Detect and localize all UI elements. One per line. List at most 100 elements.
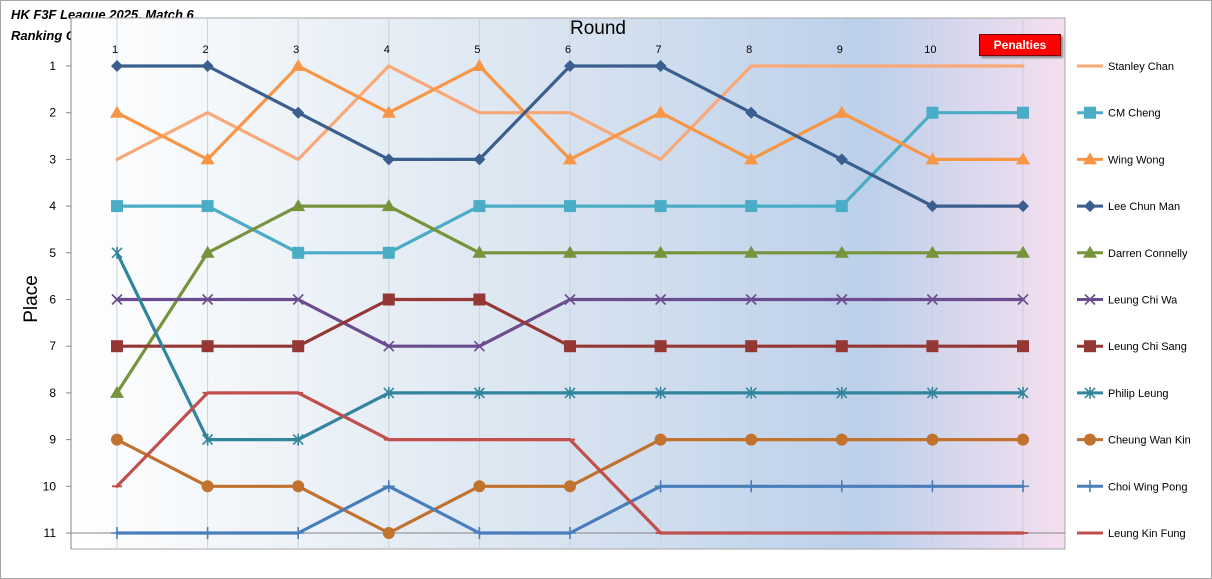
point-wing-wong	[1016, 152, 1030, 165]
point-cm-cheng	[564, 200, 576, 213]
x-tick-label: 9	[837, 44, 843, 56]
y-tick-label: 3	[49, 152, 56, 166]
point-darren-connelly	[291, 199, 306, 212]
point-darren-connelly	[925, 245, 940, 258]
point-cheung-wan-kin	[835, 433, 848, 446]
legend-marker-wing-wong	[1083, 152, 1097, 165]
point-leung-chi-wa	[745, 293, 757, 306]
point-philip-leung	[383, 386, 395, 399]
point-leung-chi-wa	[564, 293, 576, 306]
legend-marker-philip-leung	[1084, 386, 1096, 399]
point-darren-connelly	[1016, 245, 1030, 258]
point-darren-connelly	[472, 245, 487, 258]
y-tick-label: 8	[49, 386, 56, 400]
point-lee-chun-man	[1017, 200, 1029, 213]
legend-marker-leung-chi-sang	[1084, 340, 1096, 353]
point-leung-chi-wa	[655, 293, 667, 306]
penalties-button[interactable]: Penalties	[979, 34, 1061, 56]
plot-area	[70, 17, 1066, 550]
point-cm-cheng	[745, 200, 758, 213]
point-lee-chun-man	[654, 60, 667, 72]
legend-label-cm-cheng: CM Cheng	[1108, 108, 1161, 120]
point-leung-chi-sang	[1017, 340, 1029, 353]
point-wing-wong	[200, 152, 215, 165]
point-lee-chun-man	[564, 60, 576, 72]
x-axis-title: Round	[570, 18, 626, 39]
point-philip-leung	[655, 386, 667, 399]
point-lee-chun-man	[111, 60, 123, 72]
point-darren-connelly	[653, 245, 668, 258]
point-wing-wong	[653, 105, 668, 118]
point-choi-wing-pong	[835, 480, 848, 493]
point-wing-wong	[925, 152, 940, 165]
legend-label-wing-wong: Wing Wong	[1108, 154, 1165, 166]
point-philip-leung	[202, 433, 214, 446]
x-tick-label: 6	[565, 44, 571, 56]
point-philip-leung	[836, 386, 848, 399]
point-leung-chi-sang	[473, 293, 486, 306]
point-cm-cheng	[292, 246, 305, 259]
point-lee-chun-man	[926, 200, 939, 213]
point-lee-chun-man	[292, 106, 305, 119]
point-leung-chi-sang	[564, 340, 576, 353]
point-leung-chi-sang	[111, 340, 123, 353]
point-cm-cheng	[201, 200, 214, 213]
point-leung-chi-sang	[201, 340, 214, 353]
point-philip-leung	[111, 246, 123, 259]
point-lee-chun-man	[201, 60, 214, 72]
point-leung-chi-sang	[835, 340, 848, 353]
point-leung-chi-sang	[745, 340, 758, 353]
legend-label-choi-wing-pong: Choi Wing Pong	[1108, 481, 1188, 493]
point-wing-wong	[381, 105, 396, 118]
point-cm-cheng	[473, 200, 486, 213]
point-philip-leung	[473, 386, 485, 399]
series-line-stanley-chan	[115, 64, 1025, 161]
point-philip-leung	[926, 386, 938, 399]
point-leung-chi-wa	[202, 293, 214, 306]
legend-label-philip-leung: Philip Leung	[1108, 388, 1169, 400]
point-cheung-wan-kin	[564, 480, 576, 493]
point-leung-chi-wa	[926, 293, 938, 306]
point-cheung-wan-kin	[111, 433, 123, 446]
x-tick-label: 5	[474, 44, 480, 56]
point-darren-connelly	[200, 245, 215, 258]
point-cm-cheng	[654, 200, 667, 213]
point-cheung-wan-kin	[292, 480, 305, 493]
y-axis-title: Place	[21, 275, 42, 323]
point-cheung-wan-kin	[201, 480, 214, 493]
legend-marker-lee-chun-man	[1084, 200, 1096, 213]
point-wing-wong	[110, 105, 124, 118]
point-lee-chun-man	[835, 153, 848, 166]
point-cheung-wan-kin	[745, 433, 758, 446]
legend-marker-leung-chi-wa	[1084, 293, 1096, 306]
point-wing-wong	[834, 105, 849, 118]
point-philip-leung	[745, 386, 757, 399]
point-leung-chi-wa	[1017, 293, 1029, 306]
legend-marker-cm-cheng	[1084, 106, 1096, 119]
point-leung-chi-wa	[473, 340, 485, 352]
point-darren-connelly	[381, 199, 396, 212]
point-wing-wong	[563, 152, 577, 165]
point-darren-connelly	[834, 245, 849, 258]
point-cm-cheng	[1017, 106, 1029, 119]
point-lee-chun-man	[382, 153, 395, 166]
legend-marker-darren-connelly	[1083, 245, 1097, 258]
legend-marker-choi-wing-pong	[1084, 480, 1096, 493]
y-tick-label: 7	[49, 339, 56, 353]
x-tick-label: 2	[203, 44, 209, 56]
point-choi-wing-pong	[654, 480, 667, 493]
point-cheung-wan-kin	[382, 527, 395, 539]
point-wing-wong	[291, 59, 306, 71]
point-wing-wong	[472, 59, 487, 71]
point-cheung-wan-kin	[1017, 433, 1029, 446]
y-tick-label: 4	[49, 199, 56, 213]
point-leung-chi-sang	[654, 340, 667, 353]
x-tick-label: 3	[293, 44, 299, 56]
legend-label-leung-chi-wa: Leung Chi Wa	[1108, 295, 1178, 307]
legend-label-leung-chi-sang: Leung Chi Sang	[1108, 341, 1187, 353]
point-darren-connelly	[744, 245, 759, 258]
legend-label-lee-chun-man: Lee Chun Man	[1108, 201, 1180, 213]
y-tick-label: 9	[49, 433, 56, 447]
